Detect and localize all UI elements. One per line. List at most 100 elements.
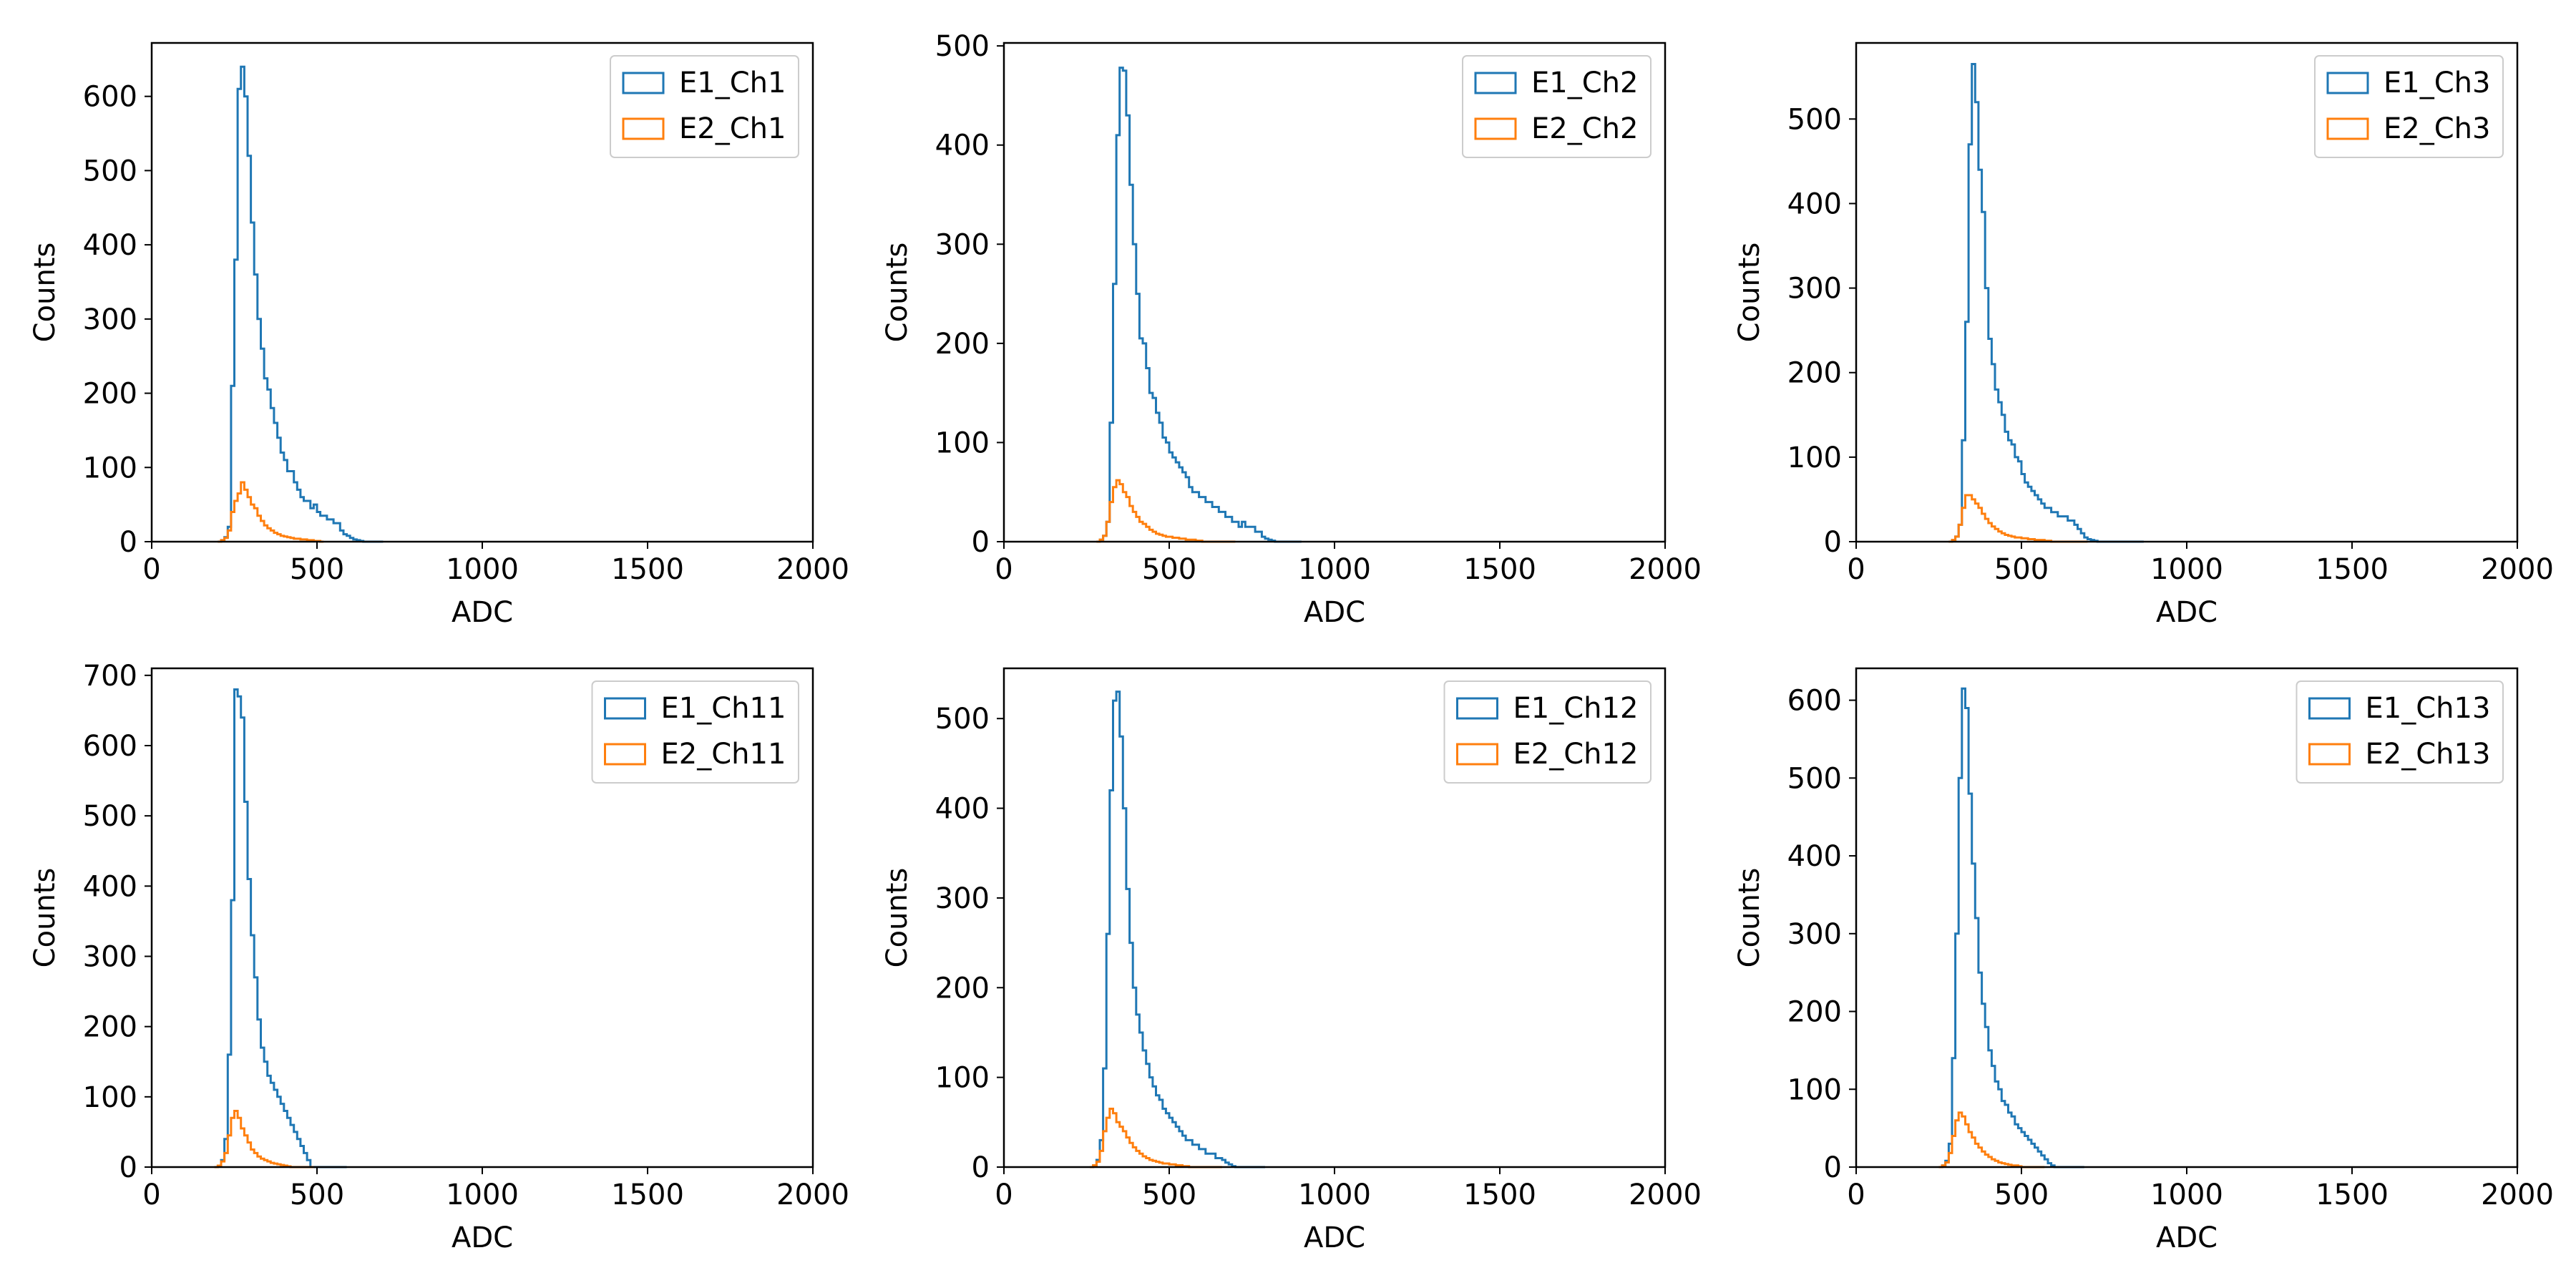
legend-label-e1-ch13: E1_Ch13 — [2366, 692, 2491, 725]
x-axis-label: ADC — [2156, 1221, 2218, 1254]
histogram-e1-ch13 — [1938, 687, 2084, 1169]
histogram-e2-ch2 — [1096, 479, 1236, 543]
y-tick-label: 300 — [935, 228, 990, 261]
x-tick-label: 500 — [1142, 1179, 1196, 1211]
legend-swatch-e2-ch2 — [1474, 117, 1517, 140]
y-axis-label: Counts — [881, 243, 914, 343]
x-axis-label: ADC — [452, 1221, 513, 1254]
x-tick-label: 500 — [1994, 553, 2049, 586]
x-tick-label: 500 — [1142, 553, 1196, 586]
histogram-e2-ch1 — [218, 481, 324, 543]
x-axis-label: ADC — [1304, 596, 1365, 629]
legend: E1_Ch3 E2_Ch3 — [2314, 55, 2504, 158]
x-tick-label: 0 — [995, 553, 1013, 586]
y-tick-label: 400 — [83, 229, 137, 262]
y-tick-label: 400 — [1787, 840, 1842, 873]
histogram-e1-ch12 — [1090, 691, 1265, 1169]
x-tick-label: 1500 — [1463, 1179, 1536, 1211]
legend-swatch-e2-ch11 — [604, 743, 646, 766]
legend-label-e1-ch12: E1_Ch12 — [1513, 692, 1639, 725]
x-tick-label: 0 — [1847, 1179, 1865, 1211]
legend-box — [610, 55, 799, 158]
x-tick-label: 2000 — [776, 1179, 849, 1211]
legend-swatch-e2-ch13 — [2308, 743, 2351, 766]
y-tick-label: 400 — [935, 793, 990, 826]
x-tick-label: 0 — [142, 553, 160, 586]
y-tick-label: 100 — [1787, 441, 1842, 474]
y-axis-label: Counts — [1733, 868, 1766, 968]
subplot-5: 0 500 1000 1500 2000 0 100 200 300 400 500 ADC Count… — [881, 667, 1702, 1254]
y-tick-label: 500 — [1787, 762, 1842, 795]
y-tick-label: 0 — [1824, 526, 1842, 559]
y-axis-label: Counts — [29, 243, 62, 343]
y-axis-label: Counts — [29, 868, 62, 968]
x-tick-label: 2000 — [2481, 1179, 2554, 1211]
x-tick-label: 0 — [1847, 553, 1865, 586]
y-tick-label: 0 — [972, 526, 990, 559]
legend: E1_Ch11 E2_Ch11 — [591, 680, 799, 784]
histogram-e1-ch3 — [1948, 63, 2144, 543]
y-tick-label: 100 — [935, 426, 990, 459]
legend-label-e2-ch12: E2_Ch12 — [1513, 738, 1639, 771]
x-tick-label: 1500 — [1463, 553, 1536, 586]
x-tick-label: 2000 — [2481, 553, 2554, 586]
y-tick-label: 200 — [83, 1011, 137, 1044]
x-axis-label: ADC — [2156, 596, 2218, 629]
y-tick-label: 200 — [1787, 357, 1842, 390]
histogram-e2-ch13 — [1938, 1111, 2045, 1169]
x-tick-label: 2000 — [1629, 1179, 1702, 1211]
legend-swatch-e2-ch1 — [622, 117, 665, 140]
y-tick-label: 500 — [935, 30, 990, 63]
y-tick-label: 0 — [119, 1151, 137, 1184]
y-tick-label: 100 — [83, 1081, 137, 1114]
y-tick-label: 0 — [1824, 1151, 1842, 1184]
x-tick-label: 1500 — [2316, 1179, 2389, 1211]
y-tick-label: 700 — [83, 660, 137, 693]
y-tick-label: 200 — [935, 328, 990, 361]
histogram-e2-ch12 — [1090, 1108, 1222, 1169]
y-axis-label: Counts — [1733, 243, 1766, 343]
subplot-1: 0 500 1000 1500 2000 0 100 200 300 400 500 600 ADC Co… — [29, 42, 849, 629]
legend-swatch-e1-ch13 — [2308, 697, 2351, 720]
legend-label-e2-ch13: E2_Ch13 — [2366, 738, 2491, 771]
y-tick-label: 600 — [83, 730, 137, 763]
y-tick-label: 400 — [1787, 187, 1842, 220]
y-tick-label: 500 — [83, 800, 137, 833]
histogram-e1-ch1 — [218, 65, 384, 543]
legend-box — [1462, 55, 1652, 158]
y-tick-label: 500 — [1787, 103, 1842, 136]
legend-swatch-e1-ch11 — [604, 697, 646, 720]
y-tick-label: 300 — [935, 882, 990, 915]
y-tick-label: 500 — [935, 703, 990, 736]
x-tick-label: 500 — [290, 1179, 344, 1211]
legend-box — [1443, 680, 1652, 784]
y-tick-label: 600 — [83, 81, 137, 114]
subplot-2: 0 500 1000 1500 2000 0 100 200 300 400 500 ADC Count… — [881, 30, 1702, 629]
y-tick-label: 100 — [935, 1062, 990, 1095]
x-axis-label: ADC — [1304, 1221, 1365, 1254]
legend-swatch-e1-ch2 — [1474, 72, 1517, 94]
x-tick-label: 1000 — [446, 1179, 519, 1211]
legend-swatch-e2-ch3 — [2326, 117, 2369, 140]
y-tick-label: 0 — [972, 1151, 990, 1184]
y-tick-label: 300 — [1787, 273, 1842, 306]
x-tick-label: 500 — [1994, 1179, 2049, 1211]
subplot-3: 0 500 1000 1500 2000 0 100 200 300 400 500 ADC Count… — [1733, 42, 2554, 629]
x-tick-label: 2000 — [1629, 553, 1702, 586]
y-tick-label: 300 — [83, 940, 137, 973]
x-tick-label: 1000 — [2150, 553, 2223, 586]
y-tick-label: 400 — [83, 870, 137, 903]
x-tick-label: 1000 — [1298, 553, 1371, 586]
legend-swatch-e1-ch3 — [2326, 72, 2369, 94]
y-tick-label: 200 — [1787, 996, 1842, 1029]
legend-swatch-e1-ch1 — [622, 72, 665, 94]
x-tick-label: 500 — [290, 553, 344, 586]
x-tick-label: 1000 — [1298, 1179, 1371, 1211]
y-axis-label: Counts — [881, 868, 914, 968]
legend-swatch-e1-ch12 — [1456, 697, 1498, 720]
y-tick-label: 100 — [83, 452, 137, 484]
y-tick-label: 300 — [1787, 918, 1842, 951]
legend-box — [2314, 55, 2504, 158]
